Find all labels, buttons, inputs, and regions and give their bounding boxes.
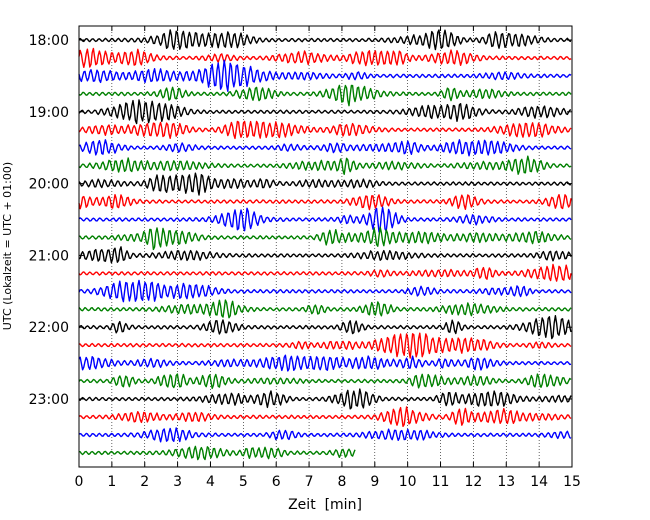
y-tick-label: 20:00 bbox=[29, 177, 69, 193]
trace-row-21 bbox=[78, 388, 572, 410]
x-tick-label: 5 bbox=[239, 474, 248, 490]
x-axis-ticks: 0 1 2 3 4 5 6 7 8 9 10 11 12 13 14 15 bbox=[75, 26, 581, 490]
trace-row-8 bbox=[78, 155, 572, 175]
plot-frame bbox=[78, 25, 573, 468]
x-tick-label: 11 bbox=[432, 474, 450, 490]
trace-row-17 bbox=[78, 315, 572, 340]
x-tick-label: 2 bbox=[140, 474, 149, 490]
y-axis-ticks: 18:00 19:00 20:00 21:00 22:00 23:00 bbox=[29, 33, 572, 408]
x-tick-label: 8 bbox=[337, 474, 346, 490]
trace-row-18 bbox=[78, 332, 572, 359]
x-tick-label: 14 bbox=[530, 474, 548, 490]
x-tick-label: 4 bbox=[206, 474, 215, 490]
trace-row-2 bbox=[78, 47, 572, 68]
trace-row-20 bbox=[78, 373, 572, 390]
y-axis-title: UTC (Lokalzeit = UTC + 01:00) bbox=[1, 162, 14, 330]
trace-row-24 bbox=[78, 445, 356, 461]
x-tick-label: 6 bbox=[272, 474, 281, 490]
trace-row-22 bbox=[78, 406, 572, 427]
x-tick-label: 13 bbox=[497, 474, 515, 490]
x-tick-label: 10 bbox=[399, 474, 417, 490]
x-tick-label: 7 bbox=[305, 474, 314, 490]
trace-row-23 bbox=[78, 427, 572, 443]
trace-row-9 bbox=[78, 172, 572, 196]
trace-row-4 bbox=[78, 84, 572, 107]
y-tick-label: 21:00 bbox=[29, 248, 69, 264]
x-axis-title: Zeit [min] bbox=[288, 497, 362, 513]
trace-row-12 bbox=[78, 226, 572, 251]
y-tick-label: 18:00 bbox=[29, 33, 69, 49]
trace-row-11 bbox=[78, 206, 572, 233]
x-tick-label: 15 bbox=[563, 474, 581, 490]
seismogram-traces bbox=[78, 29, 572, 461]
trace-row-19 bbox=[78, 354, 572, 372]
trace-row-7 bbox=[78, 139, 572, 157]
trace-row-6 bbox=[78, 120, 572, 140]
trace-row-10 bbox=[78, 194, 572, 211]
trace-row-14 bbox=[78, 263, 572, 282]
y-tick-label: 22:00 bbox=[29, 320, 69, 336]
x-tick-label: 3 bbox=[173, 474, 182, 490]
y-tick-label: 23:00 bbox=[29, 392, 69, 408]
x-tick-label: 12 bbox=[464, 474, 482, 490]
trace-row-13 bbox=[78, 246, 572, 264]
y-tick-label: 19:00 bbox=[29, 105, 69, 121]
x-tick-label: 0 bbox=[75, 474, 84, 490]
x-tick-label: 9 bbox=[370, 474, 379, 490]
trace-row-3 bbox=[78, 59, 572, 92]
x-tick-label: 1 bbox=[107, 474, 116, 490]
trace-row-16 bbox=[78, 299, 572, 319]
trace-row-1 bbox=[78, 29, 572, 51]
trace-row-5 bbox=[78, 99, 572, 125]
trace-row-15 bbox=[78, 279, 572, 303]
